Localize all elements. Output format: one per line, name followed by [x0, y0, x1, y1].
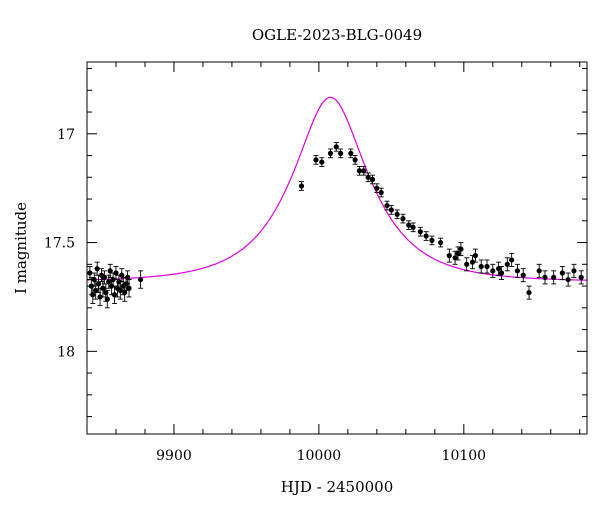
data-point	[369, 176, 376, 183]
data-point	[348, 150, 354, 156]
data-point	[87, 270, 93, 276]
model-curve	[86, 96, 588, 281]
plot-frame	[86, 61, 588, 435]
data-point	[565, 276, 571, 283]
tick-labels: 9900 10000 10100 17 17.5 18	[44, 127, 486, 464]
data-points	[87, 142, 584, 309]
data-point	[90, 292, 96, 298]
data-point	[578, 274, 584, 280]
data-point	[458, 246, 464, 252]
data-point	[490, 268, 496, 274]
data-point	[495, 266, 502, 272]
data-point	[542, 274, 548, 280]
data-point	[464, 261, 470, 267]
y-tick-label: 17	[57, 127, 75, 143]
x-tick-label: 9900	[156, 448, 192, 464]
data-point	[100, 285, 106, 291]
data-point	[452, 255, 458, 261]
data-point	[338, 150, 344, 156]
x-tick-label: 10000	[297, 448, 342, 464]
data-point	[526, 289, 532, 296]
data-point	[536, 268, 542, 274]
data-point	[400, 216, 406, 222]
data-point	[107, 268, 113, 274]
chart-title: OGLE-2023-BLG-0049	[252, 26, 422, 44]
data-point	[520, 272, 526, 278]
data-point	[126, 285, 132, 291]
data-point	[384, 202, 390, 209]
x-tick-label: 10100	[442, 448, 487, 464]
data-point	[559, 270, 565, 276]
data-point	[378, 189, 384, 196]
x-axis-label: HJD - 2450000	[281, 478, 394, 496]
data-point	[110, 276, 116, 283]
data-point	[388, 207, 394, 213]
data-point	[113, 270, 119, 276]
data-point	[319, 159, 325, 165]
data-point	[429, 237, 435, 243]
data-point	[417, 229, 423, 235]
data-point	[446, 253, 452, 259]
data-point	[298, 183, 305, 189]
data-point	[423, 233, 429, 239]
data-point	[97, 294, 103, 300]
data-point	[111, 292, 118, 298]
data-point	[106, 279, 112, 285]
data-point	[138, 276, 144, 283]
data-point	[95, 281, 102, 287]
data-point	[352, 157, 358, 163]
data-point	[104, 296, 110, 302]
data-point	[469, 259, 476, 265]
data-point	[509, 257, 515, 263]
data-point	[571, 268, 577, 274]
data-point	[122, 289, 128, 296]
data-point	[498, 270, 505, 276]
y-tick-label: 18	[57, 344, 75, 360]
data-point	[504, 261, 510, 267]
data-point	[374, 185, 380, 191]
data-point	[117, 287, 123, 294]
data-point	[101, 274, 107, 280]
data-point	[327, 150, 334, 156]
y-tick-label: 17.5	[44, 236, 75, 252]
data-point	[356, 168, 363, 174]
data-point	[333, 144, 339, 150]
data-point	[438, 239, 444, 246]
data-point	[514, 268, 521, 274]
y-axis-label: I magnitude	[12, 202, 30, 294]
data-point	[91, 276, 97, 283]
data-point	[410, 224, 416, 230]
data-point	[551, 274, 557, 280]
data-point	[478, 263, 484, 270]
data-point	[93, 287, 99, 294]
data-point	[361, 168, 367, 174]
data-point	[484, 263, 490, 270]
data-point	[472, 253, 479, 259]
data-point	[313, 157, 319, 163]
data-point	[365, 174, 371, 180]
data-point	[406, 222, 412, 228]
axis-ticks	[86, 62, 587, 434]
data-point	[124, 274, 131, 280]
data-point	[394, 211, 400, 217]
data-point	[455, 250, 461, 257]
data-point	[94, 266, 100, 272]
data-point	[119, 272, 125, 278]
